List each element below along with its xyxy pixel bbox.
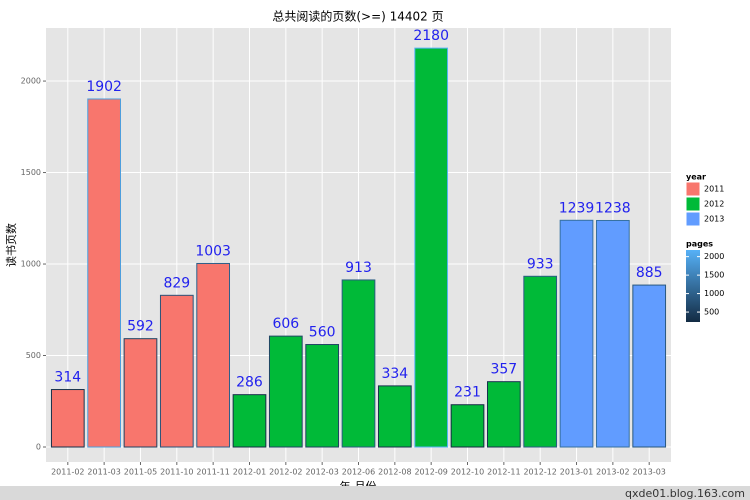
value-label: 2180 [413,28,449,44]
bar [87,98,121,448]
y-tick-label: 2000 [21,77,41,86]
x-tick-label: 2011-02 [51,468,84,477]
value-label: 314 [54,370,81,386]
y-tick-label: 1500 [21,168,41,177]
y-tick-label: 0 [36,442,41,451]
legend-key [685,211,701,227]
bar [377,385,412,448]
bar [559,219,594,448]
colorbar-label: 1000 [704,289,724,298]
y-tick-label: 1000 [21,260,41,269]
colorbar-label: 500 [704,308,719,317]
bar [486,381,521,448]
bar [305,344,340,448]
x-tick-label: 2013-03 [632,468,665,477]
value-label: 1902 [86,79,122,95]
x-tick-label: 2011-05 [124,468,157,477]
legend-key [685,196,701,212]
legend-label: 2013 [704,215,724,224]
x-tick-label: 2012-10 [451,468,484,477]
x-tick-label: 2012-08 [378,468,411,477]
x-tick-label: 2012-11 [487,468,520,477]
x-tick-label: 2013-02 [596,468,629,477]
value-label: 1239 [559,200,595,216]
x-tick-label: 2011-10 [160,468,193,477]
colorbar [686,250,700,322]
y-axis-label: 读书页数 [4,223,18,267]
x-tick-label: 2011-11 [196,468,229,477]
value-label: 606 [272,316,299,332]
x-tick-label: 2012-01 [233,468,266,477]
value-label: 560 [309,325,336,341]
y-tick-label: 500 [26,351,41,360]
bar [596,219,630,448]
bar [341,279,376,448]
x-tick-label: 2012-09 [414,468,447,477]
value-label: 231 [454,385,481,401]
bar [268,335,303,448]
value-label: 933 [527,256,554,272]
bar [50,389,85,448]
x-tick-label: 2013-01 [560,468,593,477]
value-label: 829 [163,275,190,291]
value-label: 334 [381,366,408,382]
legend-label: 2012 [704,200,724,209]
bar [196,262,231,448]
bar [414,47,449,448]
x-tick-label: 2012-03 [305,468,338,477]
legend-title: year [686,173,706,182]
colorbar-label: 1500 [704,271,724,280]
value-label: 1238 [595,200,631,216]
value-label: 913 [345,260,372,276]
value-label: 286 [236,375,263,391]
x-tick-label: 2012-06 [342,468,375,477]
value-label: 357 [490,362,517,378]
value-label: 592 [127,319,154,335]
value-label: 1003 [195,243,231,259]
footer: qxde01.blog.163.com [625,487,745,500]
legend-key [685,181,701,197]
x-tick-label: 2011-03 [87,468,120,477]
chart-title: 总共阅读的页数(>=) 14402 页 [272,9,443,24]
colorbar-title: pages [686,240,713,249]
bar [523,275,558,448]
footer-strip [0,486,750,500]
bar [450,404,485,448]
value-label: 885 [636,265,663,281]
bar [159,294,194,448]
x-tick-label: 2012-12 [523,468,556,477]
colorbar-label: 2000 [704,252,724,261]
legend-label: 2011 [704,185,724,194]
bar [123,338,158,448]
x-tick-label: 2012-02 [269,468,302,477]
bar [232,394,267,448]
bar [632,284,667,448]
